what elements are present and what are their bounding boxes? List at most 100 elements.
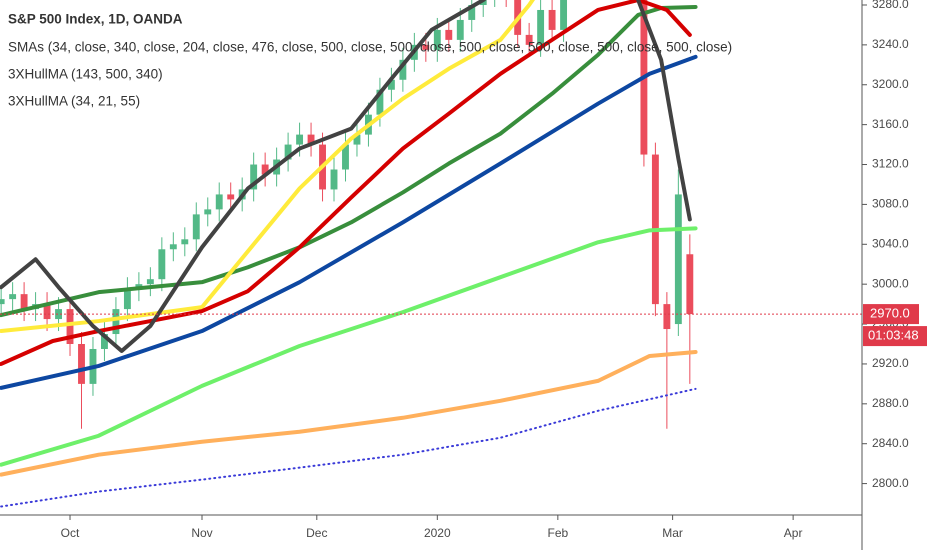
axes: 2800.02840.02880.02920.02960.03000.03040…: [61, 0, 927, 540]
candle-body: [227, 194, 235, 200]
candle-body: [43, 304, 51, 320]
candle: [284, 132, 292, 172]
candle: [66, 297, 74, 356]
chart-title: S&P 500 Index, 1D, OANDA: [8, 12, 183, 27]
ma-line: [0, 349, 698, 477]
ma-line: [0, 4, 698, 318]
candle-body: [456, 19, 464, 40]
candle-body: [181, 239, 189, 245]
y-tick-label: 2840.0: [872, 436, 909, 450]
y-tick-label: 2920.0: [872, 356, 909, 370]
candle: [112, 297, 120, 346]
candle-body: [192, 214, 200, 240]
ma-line: [0, 0, 692, 366]
ma-line: [0, 387, 697, 508]
countdown-box: [863, 326, 927, 347]
candle-body: [537, 9, 545, 45]
candle-body: [376, 89, 384, 115]
price-label-box: [863, 304, 919, 325]
legend-entry: 3XHullMA (34, 21, 55): [8, 94, 140, 109]
y-tick-label: 3120.0: [872, 157, 909, 171]
x-tick-label: Oct: [61, 526, 80, 540]
x-tick-label: Apr: [784, 526, 803, 540]
candle: [307, 122, 315, 157]
candle-body: [433, 29, 441, 50]
candle: [330, 157, 338, 202]
candle-body: [445, 29, 453, 40]
candle-body: [387, 79, 395, 90]
candle: [0, 287, 5, 317]
candle-body: [169, 244, 177, 250]
candle-body: [296, 134, 304, 145]
countdown-label: 01:03:48: [868, 328, 919, 343]
candle: [399, 47, 407, 92]
candle: [387, 67, 395, 102]
candle-body: [66, 309, 74, 344]
candle: [215, 182, 223, 222]
candle: [78, 332, 85, 429]
candle: [468, 0, 476, 32]
candle-body: [353, 134, 361, 145]
plot-area: [0, 0, 862, 508]
candle: [342, 132, 349, 182]
candle: [261, 152, 269, 187]
candle-body: [101, 334, 108, 349]
candle-body: [146, 279, 154, 285]
price-label: 2970.0: [870, 306, 910, 321]
candle-body: [399, 59, 407, 80]
candle-body: [250, 164, 258, 190]
candle-body: [55, 309, 62, 320]
candle: [674, 169, 682, 337]
y-tick-label: 3200.0: [872, 77, 909, 91]
candle: [353, 122, 361, 157]
candle-body: [468, 4, 476, 20]
candle: [494, 0, 496, 7]
y-tick-label: 3040.0: [872, 236, 909, 250]
x-tick-label: Nov: [191, 526, 212, 540]
candle: [548, 0, 556, 42]
candle-body: [204, 209, 212, 215]
candle: [525, 22, 533, 57]
candle-body: [215, 194, 223, 210]
y-tick-label: 3080.0: [872, 197, 909, 211]
ma-line: [0, 54, 698, 390]
candle-body: [78, 343, 85, 384]
legend-entry: 3XHullMA (143, 500, 340): [8, 67, 163, 82]
candle: [663, 292, 671, 429]
candle-body: [686, 254, 694, 315]
ma-line: [0, 0, 536, 334]
candle-body: [9, 294, 17, 300]
candle: [158, 237, 166, 292]
candle: [169, 232, 177, 262]
candle-body: [307, 134, 315, 145]
ma-line: [0, 226, 698, 467]
candle-body: [112, 309, 120, 335]
y-tick-label: 3000.0: [872, 276, 909, 290]
x-tick-label: Mar: [662, 526, 683, 540]
candle-body: [330, 169, 338, 190]
candle-body: [548, 9, 556, 30]
candle-body: [560, 0, 568, 30]
candle: [479, 0, 487, 17]
candle: [9, 282, 17, 312]
x-tick-label: Dec: [306, 526, 327, 540]
candle: [686, 234, 694, 384]
candle-body: [342, 144, 349, 170]
candle: [505, 0, 507, 7]
candle-body: [674, 194, 682, 325]
y-tick-label: 2880.0: [872, 396, 909, 410]
legend-entry: SMAs (34, close, 340, close, 204, close,…: [8, 40, 732, 55]
y-tick-label: 2800.0: [872, 476, 909, 490]
y-tick-label: 3160.0: [872, 117, 909, 131]
candle: [181, 227, 189, 257]
candle: [123, 277, 131, 322]
candle-body: [261, 164, 269, 175]
candle-body: [0, 299, 5, 305]
candle-body: [479, 0, 487, 5]
candle-body: [525, 34, 533, 45]
candle: [227, 182, 235, 212]
candle-body: [663, 304, 671, 330]
candle: [146, 267, 154, 297]
candle: [445, 17, 453, 52]
